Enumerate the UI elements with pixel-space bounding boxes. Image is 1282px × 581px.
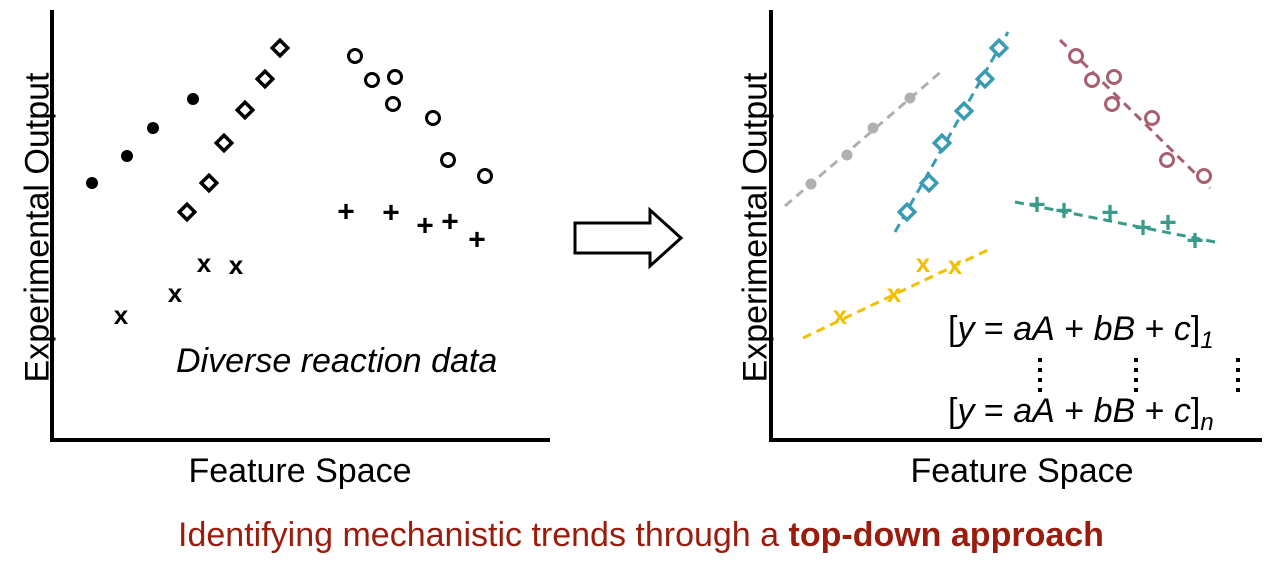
diamond-point: [213, 132, 235, 154]
diamond-point: [176, 201, 198, 223]
trend-line-plus: [1014, 200, 1221, 245]
circle-point: [440, 152, 456, 168]
plus-point: +: [1134, 212, 1152, 245]
dot-point: [147, 122, 159, 134]
right-arrow-icon: [573, 206, 684, 270]
diamond-point: [198, 172, 220, 194]
left-x-axis-label: Feature Space: [188, 452, 412, 490]
diamond-point: [988, 37, 1010, 59]
right-data-points: + + + + ++xxx x: [805, 37, 1212, 330]
plus-point: +: [382, 197, 400, 230]
diverse-data-note: Diverse reaction data: [176, 342, 498, 380]
dot-point: [841, 149, 853, 161]
diamond-point: [896, 201, 918, 223]
diamond-point: [269, 37, 291, 59]
plus-point: +: [1159, 207, 1177, 240]
circle-point: [1068, 48, 1084, 64]
plus-point: +: [416, 210, 434, 243]
circle-point: [385, 96, 401, 112]
circle-point: [347, 48, 363, 64]
plus-point: +: [1028, 189, 1046, 222]
right-axes: [769, 10, 1262, 442]
circle-point: [1159, 152, 1175, 168]
left-y-axis-label: Experimental Output: [18, 72, 57, 383]
plus-point: +: [1055, 195, 1073, 228]
dot-point: [187, 93, 199, 105]
plus-point: +: [1186, 225, 1204, 258]
diamond-point: [974, 68, 996, 90]
circle-point: [1104, 96, 1120, 112]
equation-last: [y = aA + bB + c]n: [948, 392, 1214, 436]
right-y-axis-label: Experimental Output: [736, 72, 775, 383]
plus-point: +: [1101, 197, 1119, 230]
circle-point: [1106, 69, 1122, 85]
circle-point: [364, 72, 380, 88]
trend-line-circles: [1058, 38, 1212, 190]
right-trend-lines: [784, 31, 1221, 340]
x-point: x: [197, 248, 212, 278]
circle-point: [477, 168, 493, 184]
figure-caption: Identifying mechanistic trends through a…: [178, 516, 1104, 554]
circle-point: [1084, 72, 1100, 88]
plus-point: +: [468, 224, 486, 257]
left-data-points: + + + ++xxx x: [86, 37, 493, 330]
x-point: x: [229, 250, 244, 280]
x-point: x: [168, 278, 183, 308]
dot-point: [904, 92, 916, 104]
dot-point: [86, 177, 98, 189]
x-point: x: [916, 248, 931, 278]
plus-point: +: [337, 196, 355, 229]
diamond-point: [931, 132, 953, 154]
dot-point: [121, 150, 133, 162]
x-point: x: [114, 300, 129, 330]
plus-point: +: [441, 206, 459, 239]
circle-point: [1144, 110, 1160, 126]
equation-first: [y = aA + bB + c]1: [948, 310, 1214, 354]
diamond-point: [918, 172, 940, 194]
left-axes: [50, 10, 550, 442]
circle-point: [425, 110, 441, 126]
circle-point: [387, 69, 403, 85]
dot-point: [805, 178, 817, 190]
x-point: x: [833, 300, 848, 330]
x-point: x: [887, 278, 902, 308]
equation-ellipsis: [1038, 358, 1240, 392]
trend-line-x: [802, 246, 993, 340]
diamond-point: [234, 99, 256, 121]
diamond-point: [953, 100, 975, 122]
right-x-axis-label: Feature Space: [910, 452, 1134, 490]
trend-line-diamonds: [893, 31, 1010, 233]
diamond-point: [254, 68, 276, 90]
x-point: x: [948, 250, 963, 280]
circle-point: [1196, 168, 1212, 184]
dot-point: [867, 122, 879, 134]
